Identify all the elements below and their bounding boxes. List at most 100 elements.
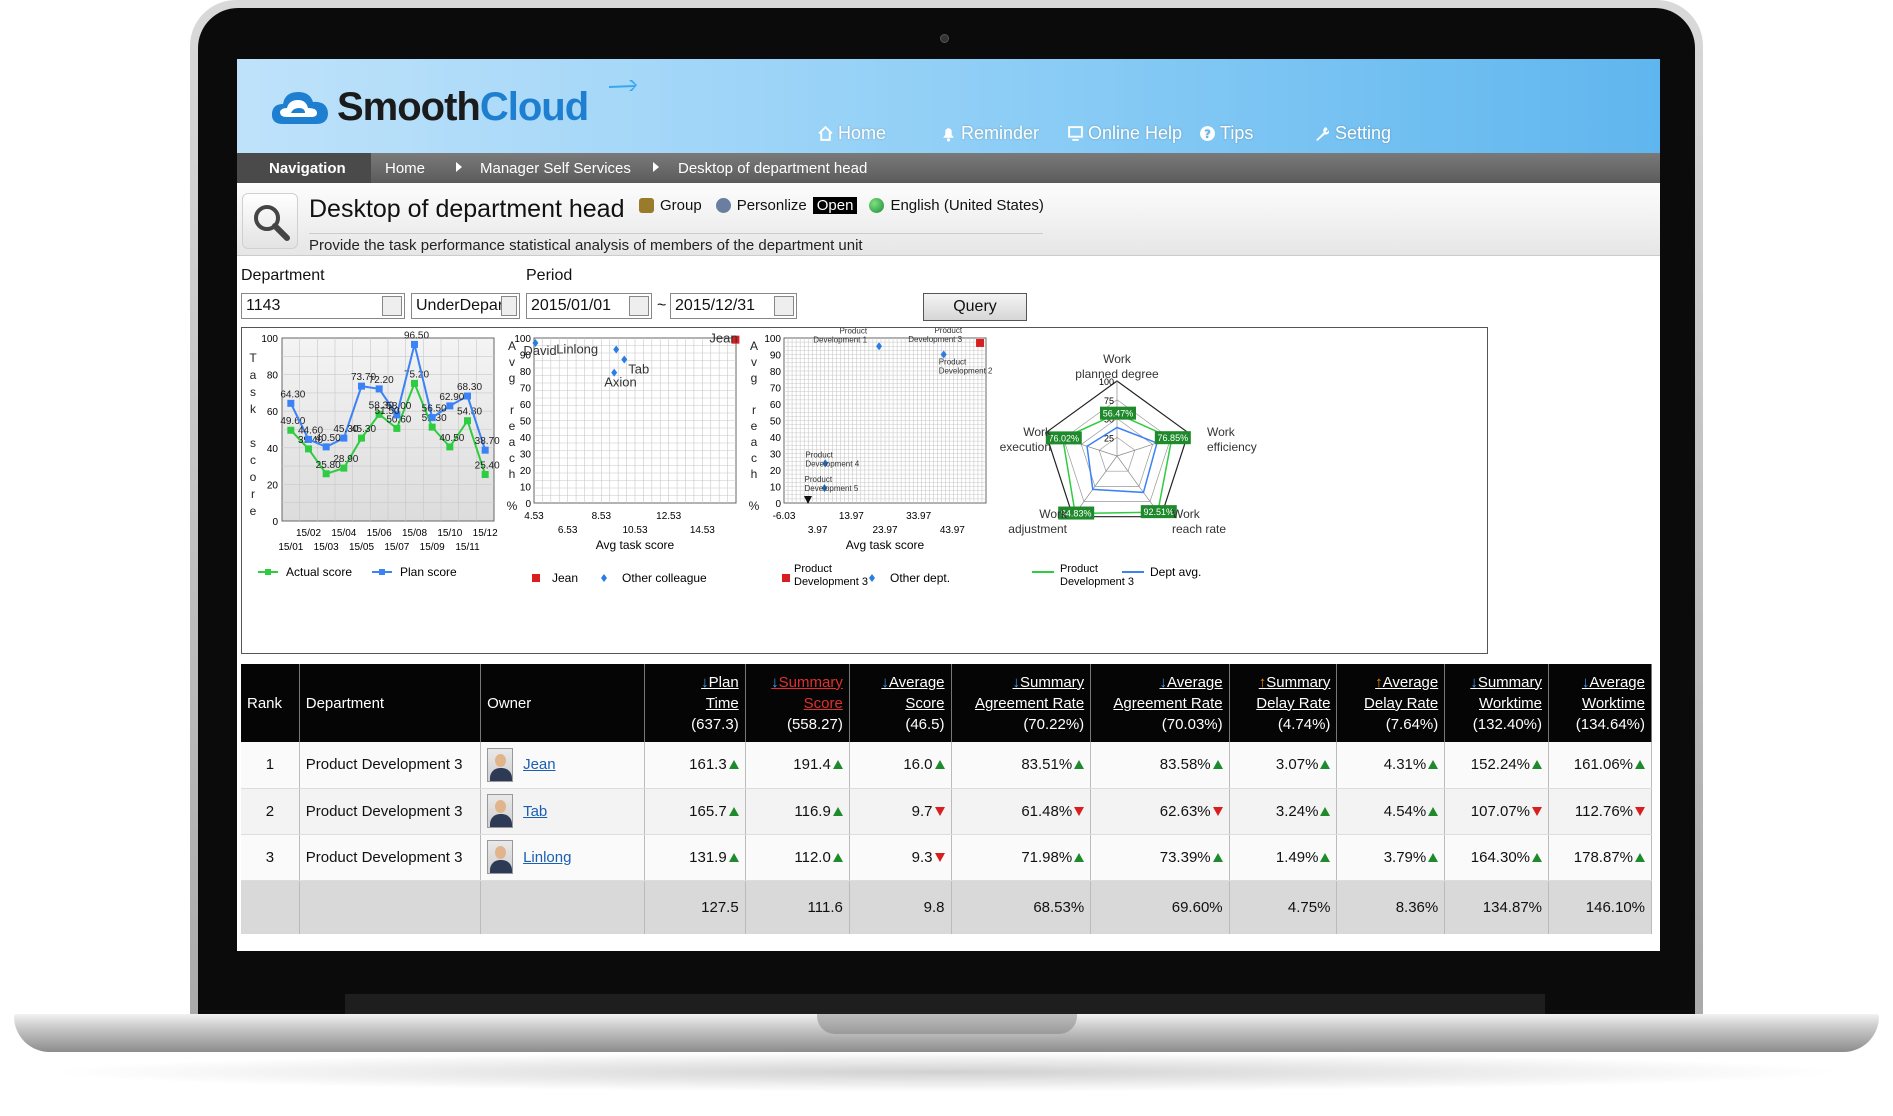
app-logo[interactable]: SmoothCloud: [269, 81, 589, 133]
sort-link[interactable]: ↓Average Agreement Rate: [1113, 673, 1223, 712]
triangle-up-icon: [1320, 852, 1331, 862]
owner-link[interactable]: Tab: [523, 802, 548, 820]
nav-tips[interactable]: ? Tips: [1199, 123, 1253, 144]
sort-link[interactable]: ↓Summary Agreement Rate: [974, 673, 1085, 712]
column-header[interactable]: ↓Average Agreement Rate (70.03%): [1090, 664, 1230, 742]
legend-radar-avg-label: Dept avg.: [1150, 565, 1201, 579]
calendar-icon[interactable]: [774, 296, 794, 316]
nav-online-help-label: Online Help: [1088, 123, 1183, 143]
sort-link[interactable]: ↓Plan Time: [701, 673, 739, 712]
dept-chart-xtick: 23.97: [872, 525, 897, 536]
line-point-label: 40.50: [316, 433, 341, 444]
page-title: Desktop of department head: [309, 195, 625, 223]
sort-link[interactable]: ↑Average Delay Rate: [1364, 673, 1439, 712]
breadcrumb-home[interactable]: Home: [385, 160, 426, 177]
breadcrumb-navigation[interactable]: Navigation: [237, 153, 371, 183]
dept-chart-ylabel: A: [750, 339, 758, 353]
line-chart-ylabel: c: [250, 453, 256, 467]
reach-chart-xtick: 12.53: [656, 511, 681, 522]
radar-ring: [1080, 418, 1154, 487]
column-header[interactable]: ↓Summary Score (558.27): [745, 664, 850, 742]
triangle-up-icon: [728, 806, 739, 816]
dept-chart-point-label: Product: [934, 328, 962, 335]
breadcrumb-manager[interactable]: Manager Self Services: [480, 160, 631, 177]
metric-cell: 131.9: [644, 834, 746, 881]
sort-link[interactable]: ↓Average Worktime: [1581, 673, 1645, 712]
metric-cell: 116.9: [745, 788, 850, 835]
reach-chart-ylabel: a: [509, 435, 516, 449]
line-point: [287, 426, 295, 434]
scope-select[interactable]: UnderDepartn: [411, 293, 520, 319]
summary-cell: 134.87%: [1444, 880, 1549, 934]
owner-link[interactable]: Linlong: [523, 848, 572, 866]
reach-chart-xtick: 4.53: [524, 511, 544, 522]
line-point-label: 45.30: [351, 424, 376, 435]
legend-other-label: Other colleague: [622, 571, 707, 585]
radar-axis-label: adjustment: [1008, 522, 1067, 536]
group-link[interactable]: Group: [660, 197, 702, 214]
nav-home[interactable]: Home: [817, 123, 886, 144]
column-header[interactable]: ↑Average Delay Rate (7.64%): [1336, 664, 1446, 742]
column-header[interactable]: ↓Average Worktime (134.64%): [1548, 664, 1652, 742]
column-header[interactable]: ↑Summary Delay Rate (4.74%): [1229, 664, 1338, 742]
nav-setting[interactable]: Setting: [1314, 123, 1391, 144]
end-date-input[interactable]: 2015/12/31: [670, 293, 797, 319]
column-total: (637.3): [691, 715, 739, 733]
reach-chart-ytick: 10: [520, 483, 532, 494]
open-button[interactable]: Open: [812, 197, 858, 214]
line-point: [287, 399, 295, 407]
metric-cell: 3.24%: [1229, 788, 1338, 835]
department-picker-button[interactable]: [382, 296, 402, 316]
line-chart-ylabel: T: [249, 351, 257, 365]
radar-axis-label: Work: [1039, 507, 1068, 521]
department-input[interactable]: 1143: [241, 293, 405, 319]
reach-chart-ylabel: v: [509, 355, 515, 369]
column-header[interactable]: ↓Average Score (46.5): [849, 664, 952, 742]
language-select[interactable]: English (United States): [890, 197, 1044, 214]
line-point-label: 50.60: [386, 414, 411, 425]
owner-link[interactable]: Jean: [523, 756, 556, 774]
chevron-right-icon: [456, 162, 462, 172]
line-chart-ytick: 0: [272, 517, 278, 528]
reach-chart-xtick: 10.53: [622, 525, 647, 536]
sort-link[interactable]: ↓Summary Score: [771, 673, 843, 712]
rank-cell: 3: [241, 834, 300, 881]
reach-chart-ylabel: r: [510, 403, 514, 417]
column-header[interactable]: ↓Summary Worktime (132.40%): [1444, 664, 1549, 742]
reach-chart-ytick: 30: [520, 450, 532, 461]
column-header[interactable]: ↓Summary Agreement Rate (70.22%): [951, 664, 1092, 742]
sort-link[interactable]: ↑Summary Delay Rate: [1256, 673, 1331, 712]
chevron-down-icon[interactable]: [501, 296, 517, 316]
app-name: SmoothCloud: [337, 84, 589, 129]
sort-down-icon: ↓: [881, 673, 889, 691]
search-icon: [242, 193, 298, 249]
nav-reminder[interactable]: Reminder: [940, 123, 1039, 144]
metric-cell: 73.39%: [1090, 834, 1230, 881]
sort-link[interactable]: ↓Summary Worktime: [1470, 673, 1542, 712]
nav-online-help[interactable]: Online Help: [1067, 123, 1182, 144]
triangle-up-icon: [1428, 852, 1439, 862]
line-point-label: 72.20: [369, 375, 394, 386]
line-chart-ytick: 20: [267, 480, 279, 491]
column-total: (7.64%): [1385, 715, 1439, 733]
summary-empty-cell: [241, 880, 300, 934]
legend-radar-pd3-label: Product: [1060, 563, 1098, 575]
end-date-value: 2015/12/31: [675, 297, 756, 314]
column-header[interactable]: ↓Plan Time (637.3): [644, 664, 746, 742]
legend-other-marker: [601, 574, 607, 582]
sort-link[interactable]: ↓Average Score: [881, 673, 945, 712]
dept-chart-ytick: 50: [770, 417, 782, 428]
avatar: [487, 840, 514, 874]
query-button[interactable]: Query: [923, 293, 1027, 321]
dept-chart-point-label: Development 4: [805, 459, 859, 468]
start-date-input[interactable]: 2015/01/01: [526, 293, 652, 319]
question-icon: ?: [1200, 126, 1215, 141]
avatar: [487, 794, 514, 828]
column-total: (134.64%): [1575, 715, 1645, 733]
calendar-icon[interactable]: [629, 296, 649, 316]
triangle-up-icon: [1428, 760, 1439, 770]
metric-cell: 61.48%: [951, 788, 1092, 835]
line-point-label: 64.30: [280, 389, 305, 400]
personalize-link[interactable]: Personlize: [736, 197, 807, 214]
